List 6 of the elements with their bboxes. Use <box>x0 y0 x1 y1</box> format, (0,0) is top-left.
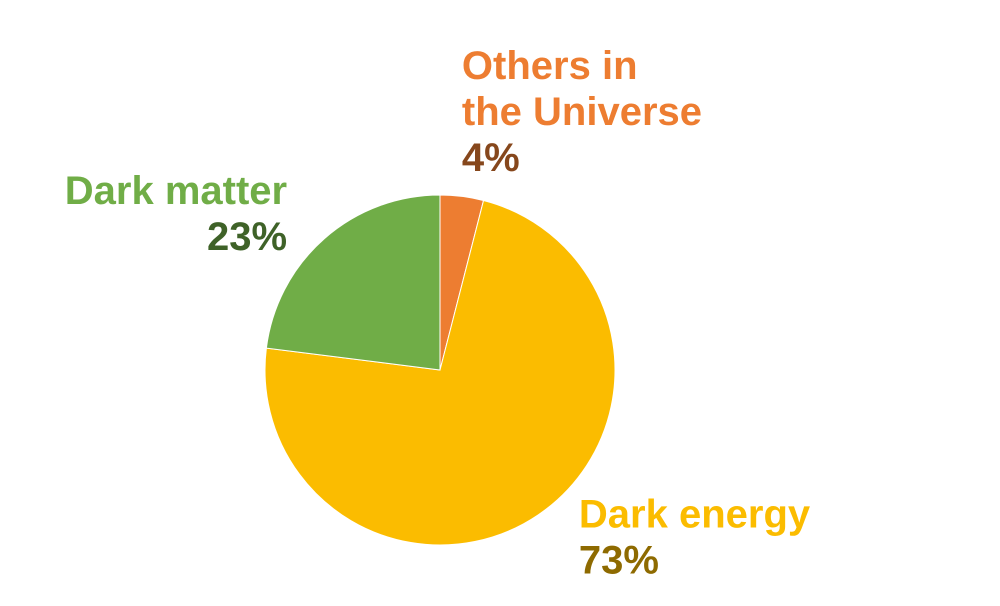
slice-label: Others in the Universe <box>462 44 702 134</box>
slice-label: Dark matter <box>64 169 288 214</box>
slice-label: Dark energy <box>578 492 811 537</box>
data-label: 23% <box>207 215 288 260</box>
data-label: 73% <box>578 538 659 583</box>
data-label: 4% <box>462 136 520 180</box>
